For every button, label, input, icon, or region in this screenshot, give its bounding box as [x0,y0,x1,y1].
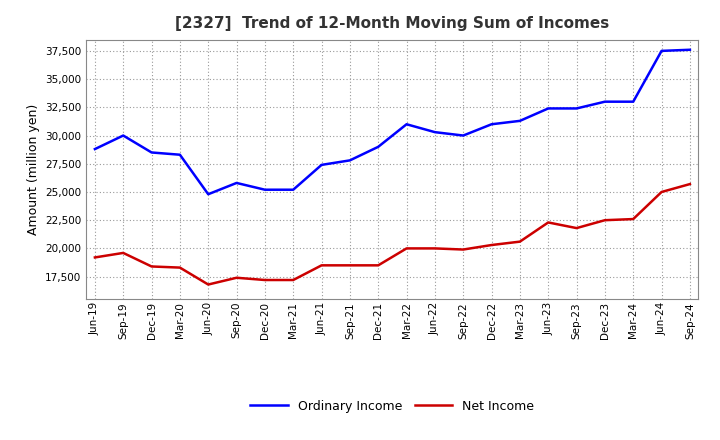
Ordinary Income [600,99,609,104]
Net Income [176,265,184,270]
Ordinary Income [204,191,212,197]
Ordinary Income [346,158,354,163]
Ordinary Income [657,48,666,54]
Ordinary Income [261,187,269,192]
Ordinary Income [91,147,99,152]
Net Income [91,255,99,260]
Ordinary Income [233,180,241,186]
Ordinary Income [318,162,326,168]
Net Income [346,263,354,268]
Net Income [600,217,609,223]
Net Income [459,247,467,252]
Y-axis label: Amount (million yen): Amount (million yen) [27,104,40,235]
Ordinary Income [119,133,127,138]
Ordinary Income [289,187,297,192]
Net Income [544,220,552,225]
Ordinary Income [374,144,382,150]
Net Income [516,239,524,244]
Net Income [374,263,382,268]
Ordinary Income [572,106,581,111]
Net Income [431,246,439,251]
Net Income [657,189,666,194]
Net Income [629,216,637,222]
Ordinary Income [402,121,411,127]
Net Income [487,242,496,248]
Ordinary Income [431,129,439,135]
Net Income [148,264,156,269]
Title: [2327]  Trend of 12-Month Moving Sum of Incomes: [2327] Trend of 12-Month Moving Sum of I… [175,16,610,32]
Ordinary Income [487,121,496,127]
Line: Ordinary Income: Ordinary Income [95,50,690,194]
Ordinary Income [685,47,694,52]
Ordinary Income [629,99,637,104]
Net Income [204,282,212,287]
Legend: Ordinary Income, Net Income: Ordinary Income, Net Income [246,395,539,418]
Ordinary Income [148,150,156,155]
Net Income [318,263,326,268]
Ordinary Income [544,106,552,111]
Ordinary Income [516,118,524,124]
Net Income [233,275,241,280]
Net Income [685,181,694,187]
Net Income [289,277,297,282]
Net Income [402,246,411,251]
Net Income [572,225,581,231]
Line: Net Income: Net Income [95,184,690,285]
Ordinary Income [459,133,467,138]
Net Income [119,250,127,256]
Ordinary Income [176,152,184,158]
Net Income [261,277,269,282]
